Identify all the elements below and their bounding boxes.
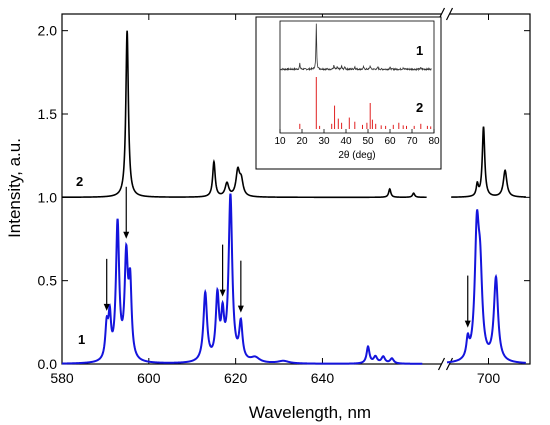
- series-1-segment: [446, 209, 526, 364]
- y-tick-label: 0.5: [38, 273, 58, 289]
- x-tick-label: 640: [311, 370, 335, 386]
- arrow-head: [219, 289, 226, 297]
- inset-frame: [279, 20, 435, 134]
- axis-break-mark: [437, 357, 446, 371]
- axis-break-gap: [441, 9, 450, 19]
- inset-x-tick-label: 70: [406, 136, 418, 147]
- x-tick-label: 600: [137, 370, 161, 386]
- inset-x-tick-label: 50: [362, 136, 374, 147]
- arrow-head: [237, 305, 244, 313]
- x-axis-title: Wavelength, nm: [249, 403, 371, 422]
- y-tick-label: 2.0: [38, 23, 58, 39]
- plot-frame: [61, 13, 531, 365]
- inset-label-1: 1: [416, 43, 423, 58]
- inset-panel: [255, 16, 442, 170]
- axes: 0.0 0.5 1.0 1.5 2.0 580 600 620 640 700: [38, 7, 531, 386]
- inset-label-2: 2: [416, 100, 423, 115]
- inset-x-tick-label: 40: [340, 136, 352, 147]
- curve-label-2: 2: [76, 174, 83, 189]
- x-tick-label: 700: [477, 370, 501, 386]
- curve-labels: 12: [76, 174, 85, 347]
- y-tick-label: 1.0: [38, 189, 58, 205]
- axis-break-mark: [445, 357, 454, 371]
- y-tick-label: 1.5: [38, 106, 58, 122]
- inset-x-tick-label: 30: [318, 136, 330, 147]
- inset-curve-1: [279, 23, 432, 72]
- xrd-inset: 10 20 30 40 50 60 70 80 2θ (deg) 1 2: [255, 16, 442, 170]
- series-2-segment: [451, 126, 526, 198]
- curve-label-1: 1: [78, 332, 85, 347]
- y-tick-label: 0.0: [38, 356, 58, 372]
- arrow-head: [103, 303, 110, 311]
- x-tick-label: 580: [50, 370, 74, 386]
- y-axis-title: Intensity, a.u.: [5, 138, 24, 238]
- inset-x-tick-label: 10: [274, 136, 286, 147]
- inset-x-title: 2θ (deg): [338, 150, 375, 161]
- inset-x-tick-label: 20: [296, 136, 308, 147]
- x-tick-label: 620: [224, 370, 248, 386]
- series-2-segment: [62, 30, 427, 199]
- spectra: [61, 30, 526, 365]
- inset-x-tick-label: 80: [428, 136, 440, 147]
- axis-break-mark: [445, 7, 454, 21]
- series-1-segment: [61, 193, 423, 365]
- axis-break-gap: [441, 359, 450, 369]
- peak-arrows: [103, 186, 471, 328]
- inset-x-tick-label: 60: [384, 136, 396, 147]
- arrow-head: [123, 231, 130, 239]
- arrow-head: [464, 320, 471, 328]
